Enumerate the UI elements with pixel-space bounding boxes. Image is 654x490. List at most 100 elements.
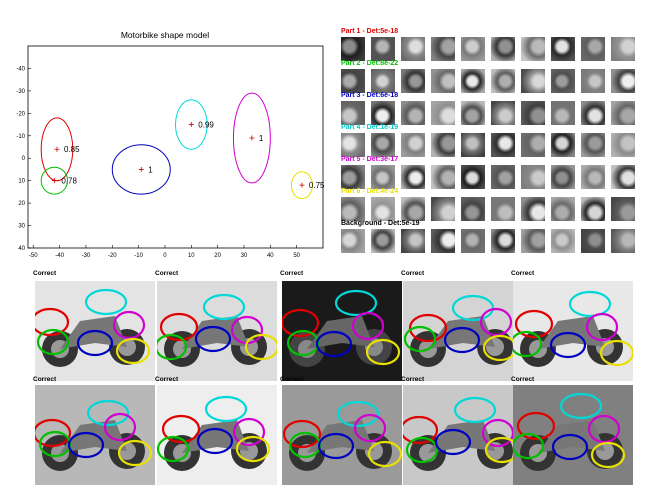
detection-label: Correct (401, 270, 425, 277)
part-label: Background - Det:5e-19 (341, 220, 420, 227)
y-tick-label: 20 (18, 201, 25, 207)
part-patch (521, 101, 545, 125)
part-patch (551, 229, 575, 253)
part-detection-ellipse (551, 433, 589, 461)
part-label: Part 2 - Det:8e-22 (341, 60, 399, 67)
x-tick-label: -20 (108, 253, 117, 259)
part-detection-ellipse (367, 440, 403, 468)
part-detection-ellipse (403, 325, 437, 353)
part-patch (491, 197, 515, 221)
part-patch (521, 37, 545, 61)
part-patch (431, 37, 455, 61)
x-tick-label: 20 (214, 253, 221, 259)
part-patch (461, 101, 485, 125)
plot-title: Motorbike shape model (121, 30, 209, 40)
part-patch (461, 37, 485, 61)
x-tick-label: 0 (163, 253, 167, 259)
part-detection-ellipse (587, 414, 621, 444)
part-detection-ellipse (156, 435, 190, 463)
detection-label: Correct (33, 376, 57, 383)
detection-image (32, 385, 155, 485)
detection-image (403, 281, 523, 381)
part-patch (611, 37, 635, 61)
part-center-marker (299, 182, 305, 188)
bike-body (60, 420, 127, 453)
detection-label: Correct (280, 270, 304, 277)
part-detection-ellipse (353, 413, 387, 443)
bike-body (182, 316, 249, 349)
part-label: Part 5 - Det:3e-17 (341, 156, 399, 163)
part-center-marker (51, 178, 57, 184)
part-center-marker (188, 122, 194, 128)
detection-image (509, 281, 635, 381)
part-patch (371, 101, 395, 125)
part-center-marker (138, 166, 144, 172)
x-tick-label: 40 (267, 253, 274, 259)
part-patch (341, 165, 365, 189)
part-patch (371, 37, 395, 61)
part-patch (611, 165, 635, 189)
part-patch (581, 197, 605, 221)
part-patch (611, 133, 635, 157)
part-patch (341, 101, 365, 125)
part-patch (581, 37, 605, 61)
part-probability-label: 0.85 (64, 145, 80, 154)
detection-label: Correct (401, 376, 425, 383)
part-detection-ellipse (117, 439, 153, 467)
x-tick-label: -50 (29, 253, 38, 259)
part-detection-ellipse (282, 419, 322, 449)
part-detection-ellipse (451, 294, 495, 322)
y-axis-ticks: -40 -30 -20 -10 0 10 20 30 40 (16, 66, 31, 252)
detection-image (154, 281, 280, 381)
part-detection-ellipse (202, 293, 246, 321)
part-detection-ellipse (568, 290, 612, 318)
part-patch (401, 133, 425, 157)
part-patch (521, 197, 545, 221)
part-patch (611, 69, 635, 93)
part-patch (551, 165, 575, 189)
y-tick-label: -20 (16, 111, 25, 117)
part-detection-ellipse (590, 441, 626, 469)
y-tick-label: -10 (16, 134, 25, 140)
shape-model-plot: Motorbike shape model -50 -40 -30 -20 -10 0 10… (16, 30, 325, 259)
part-patch (431, 133, 455, 157)
part-patch (431, 165, 455, 189)
part-detection-ellipse (235, 435, 271, 463)
part-patch (581, 101, 605, 125)
part-detection-ellipse (103, 412, 137, 442)
part-detection-ellipse (196, 427, 234, 455)
part-probability-label: 1 (259, 134, 264, 143)
part-patch (581, 165, 605, 189)
part-patch (401, 165, 425, 189)
part-patch (341, 37, 365, 61)
part-detection-ellipse (67, 431, 105, 459)
part-patch (401, 197, 425, 221)
part-detection-ellipse (334, 289, 378, 317)
part-patch (521, 133, 545, 157)
part-detection-ellipse (86, 399, 130, 427)
detection-image (511, 385, 633, 485)
part-probability-label: 0.78 (61, 177, 77, 186)
part-ellipse (111, 144, 171, 195)
detection-label: Correct (280, 376, 304, 383)
detection-image (30, 281, 155, 381)
part-patch (461, 165, 485, 189)
part-probability-label: 0.75 (309, 181, 325, 190)
part-probability-label: 0.99 (198, 121, 214, 130)
part-patch (371, 69, 395, 93)
part-detection-ellipse (204, 395, 248, 423)
x-tick-label: 10 (188, 253, 195, 259)
part-detection-ellipse (511, 432, 545, 460)
part-patch (341, 197, 365, 221)
part-detection-ellipse (434, 428, 472, 456)
part-label: Part 1 - Det:5e-18 (341, 28, 399, 35)
detection-label: Correct (511, 376, 535, 383)
part-patch (551, 69, 575, 93)
part-patch (491, 101, 515, 125)
part-patch (491, 69, 515, 93)
part-patch (491, 37, 515, 61)
part-patch (431, 197, 455, 221)
part-label: Part 6 - Det:4e-24 (341, 188, 399, 195)
part-probability-label: 1 (148, 165, 153, 174)
part-patch (371, 133, 395, 157)
